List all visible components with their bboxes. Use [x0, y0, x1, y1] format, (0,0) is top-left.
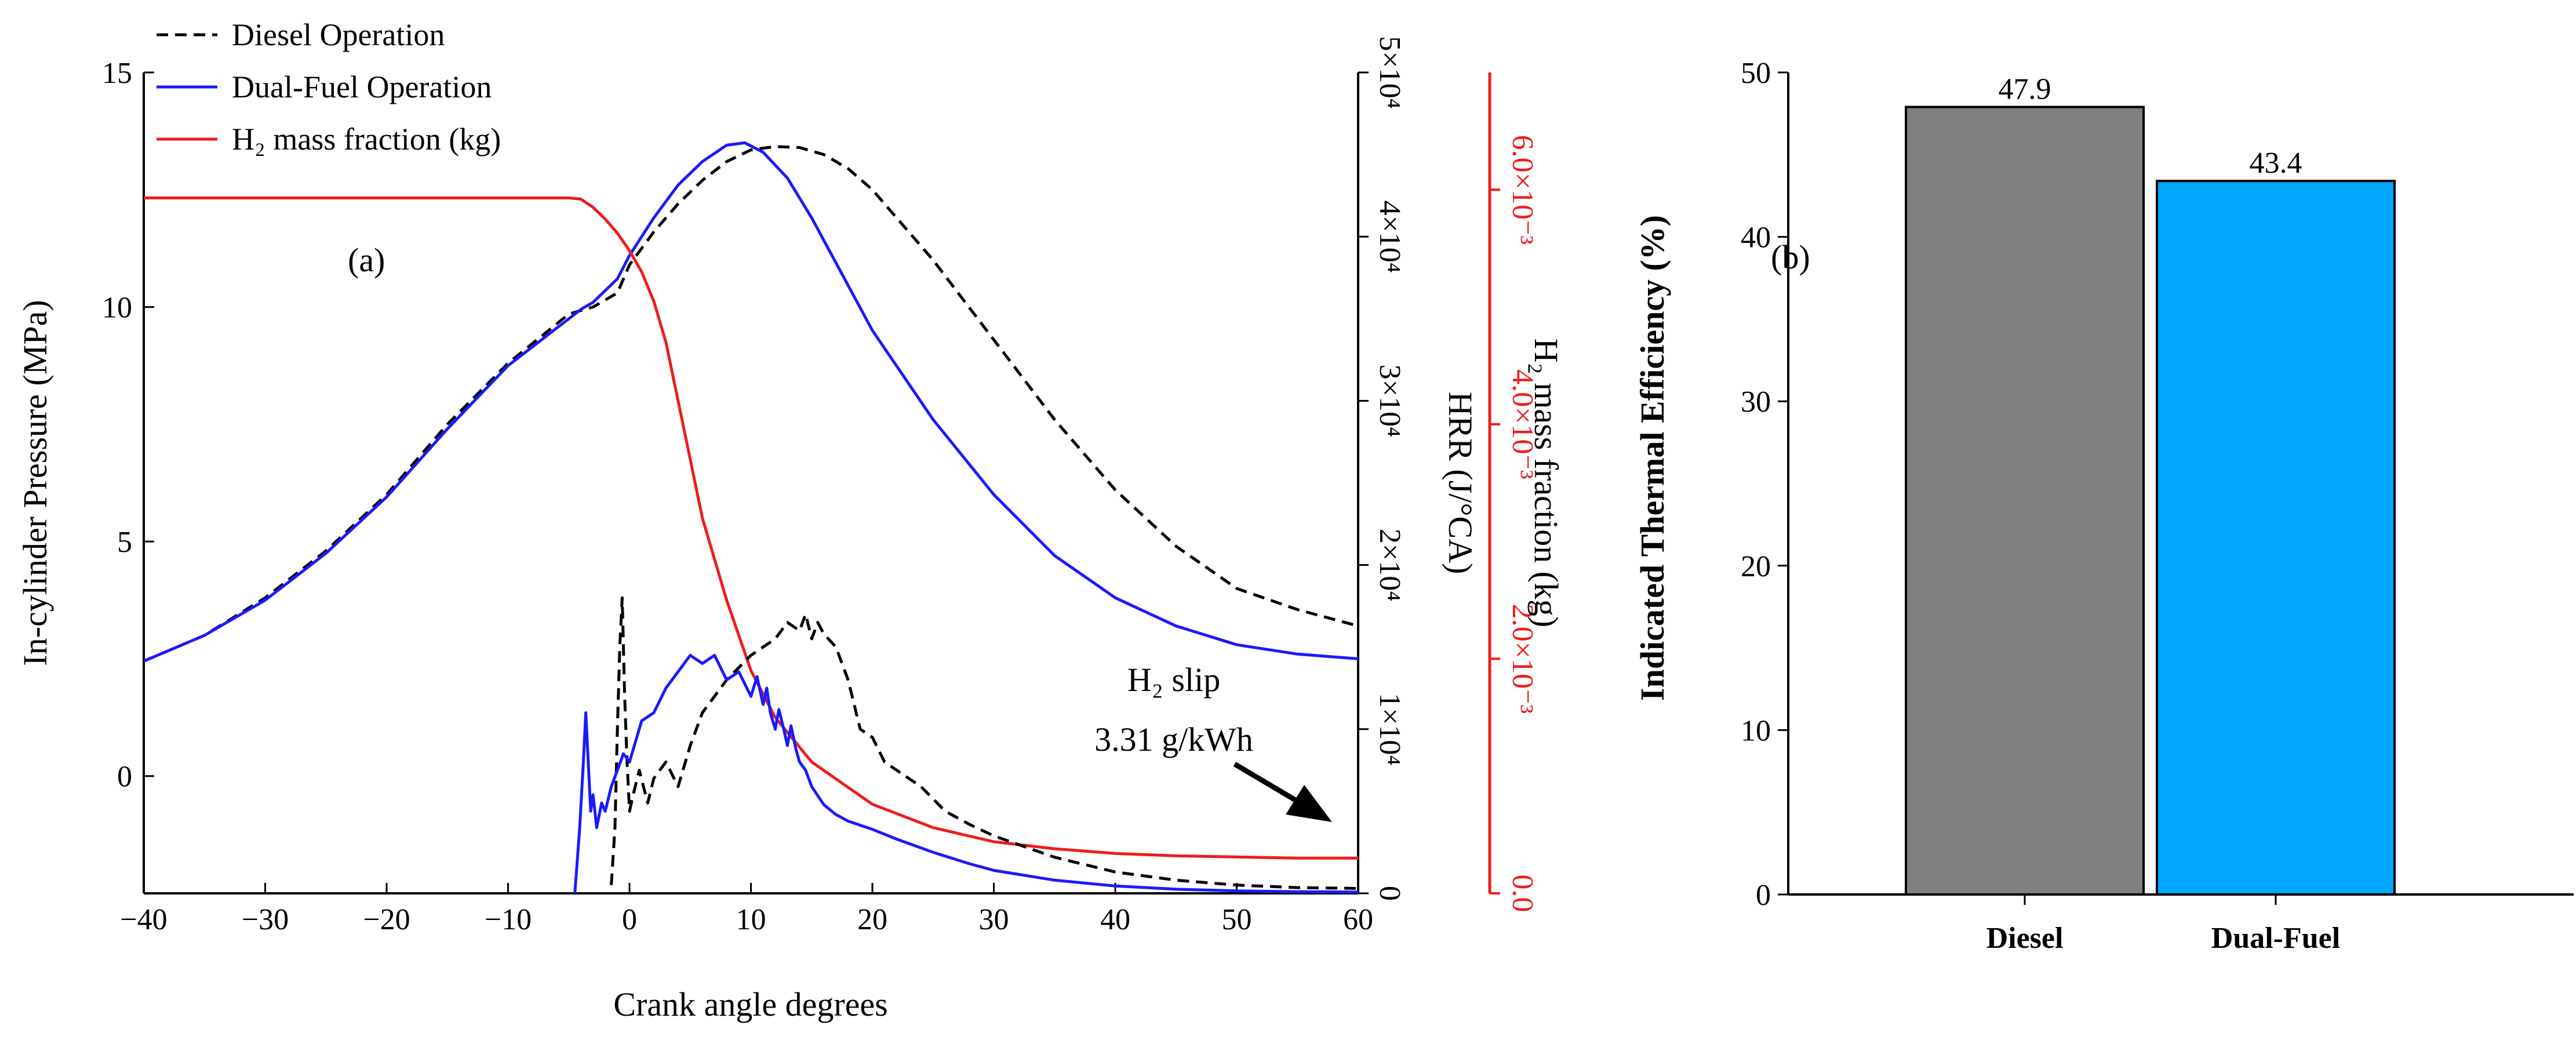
x-tick-label: 30 [979, 903, 1009, 936]
bar-y-tick-label: 0 [1756, 879, 1771, 912]
y-ticks-pressure: 0 5 10 15 [102, 57, 154, 794]
bar-dual-fuel [2156, 180, 2396, 896]
x-ticks: −40 −30 −20 −10 0 10 20 30 40 50 60 [120, 883, 1373, 936]
bar-diesel [1905, 106, 2145, 896]
x-tick-label: −40 [120, 903, 167, 936]
bars: 47.9 Diesel 43.4 Dual-Fuel [1905, 73, 2396, 955]
panel-a-line-chart: −40 −30 −20 −10 0 10 20 30 40 50 60 0 5 10 15 0 1×10⁴ 2… [16, 17, 1565, 1023]
bar-y-tick-label: 40 [1741, 221, 1771, 254]
bar-category-label: Dual-Fuel [2211, 922, 2340, 955]
y-ticks-hrr: 0 1×10⁴ 2×10⁴ 3×10⁴ 4×10⁴ 5×10⁴ [1358, 36, 1406, 901]
dual-fuel-pressure-line [143, 141, 1359, 663]
bar-y-axis-title: Indicated Thermal Efficiency (%) [1633, 215, 1671, 701]
x-tick-label: 40 [1100, 903, 1130, 936]
hrr-tick-label: 4×10⁴ [1373, 200, 1406, 272]
x-axis-title: Crank angle degrees [613, 986, 887, 1023]
hrr-tick-label: 5×10⁴ [1373, 36, 1406, 108]
x-tick-label: −20 [363, 903, 410, 936]
h2-tick-label: 2.0×10⁻³ [1506, 604, 1539, 714]
x-tick-label: −30 [242, 903, 289, 936]
panel-label-b: (b) [1771, 238, 1810, 276]
h2-mass-fraction-line [144, 196, 1358, 860]
y-tick-label: 5 [117, 526, 132, 559]
y-ticks-h2: 0.0 2.0×10⁻³ 4.0×10⁻³ 6.0×10⁻³ [1490, 135, 1539, 912]
legend: Diesel Operation Dual-Fuel Operation H₂ … [157, 17, 501, 157]
x-tick-label: 50 [1222, 903, 1252, 936]
x-tick-label: 0 [622, 903, 637, 936]
hrr-tick-label: 3×10⁴ [1373, 365, 1406, 437]
y-axis-title-h2: H₂ mass fraction (kg) [1527, 339, 1565, 628]
h2-slip-value: 3.31 g/kWh [1094, 721, 1253, 758]
x-tick-label: −10 [485, 903, 532, 936]
diesel-hrr-line [610, 596, 1359, 890]
panel-label-a: (a) [348, 241, 385, 279]
legend-label-diesel: Diesel Operation [232, 17, 445, 52]
legend-label-dual: Dual-Fuel Operation [232, 70, 492, 104]
bar-value-label: 47.9 [1999, 73, 2051, 106]
h2-tick-label: 6.0×10⁻³ [1506, 135, 1539, 245]
h2-tick-label: 0.0 [1506, 875, 1539, 912]
hrr-tick-label: 2×10⁴ [1373, 529, 1406, 601]
bar-value-label: 43.4 [2250, 147, 2302, 180]
bar-y-tick-label: 10 [1741, 714, 1771, 747]
bar-y-tick-label: 20 [1741, 550, 1771, 583]
bar-y-tick-label: 30 [1741, 386, 1771, 419]
hrr-tick-label: 0 [1373, 886, 1406, 901]
h2-slip-label: H₂ slip [1127, 661, 1220, 699]
y-tick-label: 10 [102, 292, 132, 325]
y-tick-label: 15 [102, 57, 132, 90]
diesel-pressure-line [143, 145, 1359, 663]
x-tick-label: 60 [1343, 903, 1373, 936]
series-lines [143, 141, 1359, 894]
bar-y-tick-label: 50 [1741, 57, 1771, 90]
panel-b-bar-chart: 0 10 20 30 40 50 47.9 Diesel 43.4 Dual-Fuel Indi… [1633, 57, 2574, 955]
annotation-arrow [1233, 762, 1332, 822]
bar-category-label: Diesel [1986, 922, 2064, 955]
y-axis-title-pressure: In-cylinder Pressure (MPa) [16, 300, 54, 666]
dual-fuel-hrr-line [573, 653, 1359, 894]
legend-label-h2: H₂ mass fraction (kg) [232, 122, 501, 157]
y-axis-title-hrr: HRR (J/°CA) [1442, 392, 1479, 574]
h2-tick-label: 4.0×10⁻³ [1506, 369, 1539, 479]
x-tick-label: 10 [736, 903, 766, 936]
bar-y-ticks: 0 10 20 30 40 50 [1741, 57, 1788, 912]
y-tick-label: 0 [117, 761, 132, 794]
x-tick-label: 20 [857, 903, 887, 936]
hrr-tick-label: 1×10⁴ [1373, 693, 1406, 765]
